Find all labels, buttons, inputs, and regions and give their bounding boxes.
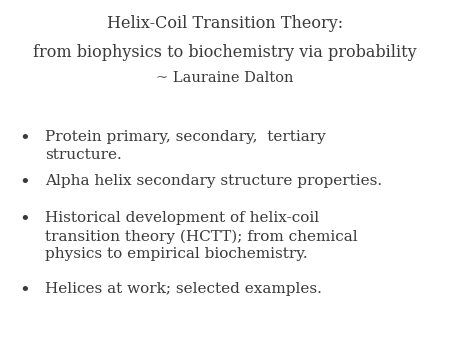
Text: Alpha helix secondary structure properties.: Alpha helix secondary structure properti… [45, 174, 382, 188]
Text: from biophysics to biochemistry via probability: from biophysics to biochemistry via prob… [33, 44, 417, 61]
Text: •: • [19, 211, 30, 229]
Text: •: • [19, 174, 30, 192]
Text: •: • [19, 130, 30, 148]
Text: •: • [19, 282, 30, 300]
Text: Helix-Coil Transition Theory:: Helix-Coil Transition Theory: [107, 15, 343, 32]
Text: Protein primary, secondary,  tertiary
structure.: Protein primary, secondary, tertiary str… [45, 130, 326, 162]
Text: Historical development of helix-coil
transition theory (HCTT); from chemical
phy: Historical development of helix-coil tra… [45, 211, 358, 262]
Text: ~ Lauraine Dalton: ~ Lauraine Dalton [156, 71, 294, 85]
Text: Helices at work; selected examples.: Helices at work; selected examples. [45, 282, 322, 296]
